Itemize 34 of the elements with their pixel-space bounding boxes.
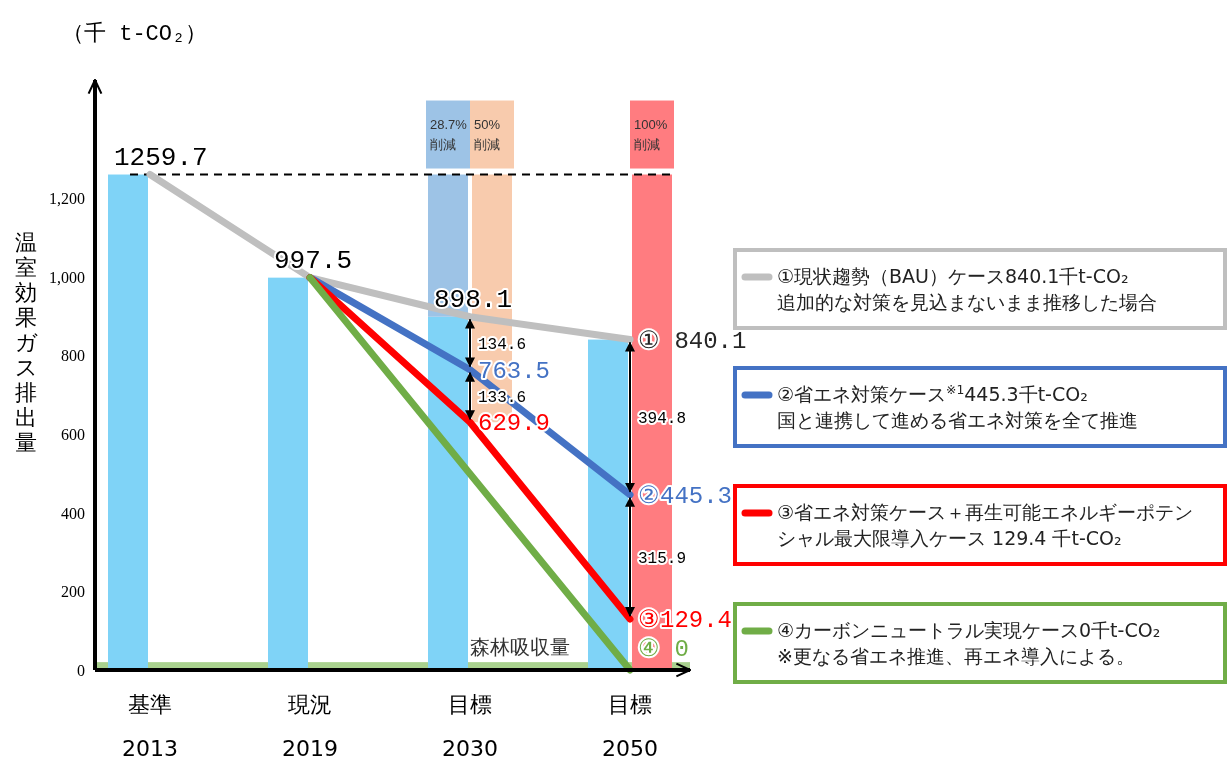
- x-tick-label: 目標 2050: [602, 692, 658, 760]
- data-label: ③129.4: [638, 607, 733, 635]
- annotation: 315.9: [638, 549, 687, 568]
- x-tick-label: 現況 2019: [282, 692, 338, 760]
- x-tick-label: 目標 2030: [442, 692, 498, 760]
- y-tick-label: 0: [77, 662, 85, 679]
- y-tick-label: 600: [61, 426, 85, 443]
- data-label: 898.1: [434, 284, 513, 315]
- legend-label: ④カーボンニュートラル実現ケース0千t-CO₂ ※更なる省エネ推進、再エネ導入による。: [777, 619, 1161, 667]
- text: （千 t-CO₂）: [62, 21, 208, 47]
- y-tick-label: 200: [61, 583, 85, 601]
- y-tick-label: 400: [61, 504, 85, 522]
- y-tick-label: 1,200: [49, 190, 85, 207]
- band-label: 森林吸収量: [470, 635, 570, 660]
- series-label: 100% 削減: [634, 116, 668, 152]
- text: 温室効果ガス排出量: [14, 230, 38, 455]
- series-label: 28.7% 削減: [430, 116, 468, 152]
- data-label: 763.5: [478, 357, 551, 385]
- y-tick-label: 1,000: [49, 268, 85, 286]
- bar: [428, 316, 468, 670]
- y-tick-label: 800: [61, 347, 85, 365]
- annotation: 134.6: [478, 336, 527, 355]
- data-label: 1259.7: [114, 142, 208, 173]
- data-label: ① 840.1: [638, 327, 747, 355]
- annotation: 394.8: [638, 410, 687, 429]
- x-tick-label: 基準 2013: [122, 692, 178, 760]
- data-label: 997.5: [274, 245, 353, 276]
- bar: [108, 174, 148, 670]
- bar: [268, 277, 308, 670]
- legend-label: ①現状趨勢（BAU）ケース840.1千t-CO₂ 追加的な対策を見込まないまま推移した場合: [777, 265, 1157, 313]
- data-label: ④ 0: [638, 636, 689, 663]
- legend-label: ②省エネ対策ケース$^{※1}$445.3千t-CO₂ 国と連携して進める省エネ対策を全て推進: [777, 383, 1138, 431]
- series-label: 50% 削減: [474, 116, 501, 152]
- legend-label: ③省エネ対策ケース＋再生可能エネルギーポテンシャル最大限導入ケース 129.4 千t-CO₂: [777, 501, 1194, 549]
